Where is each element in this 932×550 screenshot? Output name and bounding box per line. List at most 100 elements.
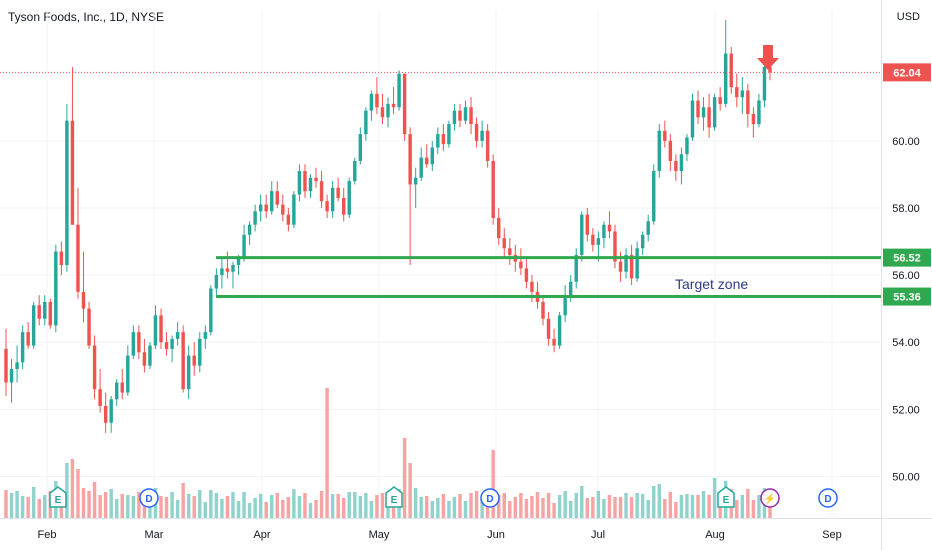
candle-body — [203, 332, 208, 339]
candle-body — [674, 160, 678, 172]
volume-bar — [81, 488, 86, 518]
volume-bar — [20, 496, 25, 518]
candle-body — [574, 254, 578, 282]
volume-bar — [325, 388, 329, 518]
candle-body — [712, 97, 717, 128]
volume-bar — [712, 478, 717, 518]
volume-bar — [341, 498, 346, 518]
candle-body — [220, 268, 224, 276]
volume-bar — [92, 482, 97, 518]
volume-bar — [624, 493, 628, 518]
volume-bar — [286, 497, 291, 518]
candle-body — [723, 53, 728, 104]
volume-bar — [524, 499, 529, 518]
candle-body — [696, 100, 700, 118]
volume-bar — [469, 493, 473, 518]
volume-bar — [175, 500, 180, 518]
candle-body — [613, 231, 617, 262]
candle-body — [663, 130, 667, 141]
candle-body — [253, 211, 257, 225]
candle-body — [186, 355, 191, 390]
volume-bar — [652, 486, 656, 518]
dividend-label: D — [824, 494, 831, 505]
earnings-icon — [717, 486, 735, 508]
candle-body — [98, 389, 102, 406]
split-icon — [760, 488, 780, 508]
candle-body — [541, 301, 545, 319]
grid — [0, 10, 881, 518]
candle-body — [214, 275, 219, 289]
candle-body — [729, 53, 733, 88]
candle-body — [452, 110, 457, 125]
volume-bar — [115, 499, 119, 518]
volume-bar — [557, 495, 562, 518]
candle-body — [380, 107, 385, 118]
candle-body — [524, 268, 529, 282]
candle-body — [502, 238, 506, 249]
candle-body — [657, 130, 661, 172]
event-markers: E D E D E ⚡ D — [49, 486, 838, 508]
candle-body — [153, 315, 158, 346]
volume-bar — [497, 495, 501, 518]
volume-bar — [413, 488, 418, 518]
candle-body — [364, 110, 368, 135]
candle-body — [635, 248, 639, 279]
volume-bar — [247, 503, 252, 518]
candle-body — [707, 107, 711, 128]
candle-body — [690, 100, 695, 138]
candle-body — [330, 187, 335, 212]
candle-body — [281, 204, 285, 215]
candles — [4, 20, 772, 433]
candle-body — [131, 332, 136, 356]
candle-body — [37, 305, 41, 319]
candle-body — [447, 124, 451, 145]
candle-body — [757, 100, 761, 125]
candle-body — [48, 301, 53, 326]
candle-body — [679, 154, 684, 172]
volume-bar — [541, 498, 545, 518]
candle-body — [602, 224, 606, 239]
candle-body — [26, 332, 30, 346]
volume-bar — [103, 492, 108, 518]
last-price-tag — [883, 63, 931, 82]
volume-bar — [502, 493, 506, 518]
earnings-icon — [49, 486, 67, 508]
volume-bar — [602, 499, 606, 518]
volume-bar — [580, 486, 584, 518]
volume-bar — [668, 492, 673, 518]
candle-body — [474, 124, 479, 141]
target-zone-label: Target zone — [675, 276, 748, 292]
earnings-label: E — [391, 495, 398, 506]
volume-bar — [402, 438, 407, 518]
candle-body — [115, 382, 119, 400]
candle-body — [76, 224, 80, 292]
volume-bar — [225, 496, 230, 518]
volume-bar — [31, 487, 36, 518]
candle-body — [264, 204, 268, 212]
volume-bar — [192, 496, 196, 518]
volume-bar — [364, 493, 368, 518]
candle-body — [303, 171, 307, 192]
volume-bar — [9, 493, 14, 518]
volume-bar — [757, 495, 761, 518]
candle-body — [319, 181, 324, 202]
volume-bar — [386, 500, 390, 518]
volume-bar — [142, 499, 147, 518]
candle-body — [585, 214, 590, 235]
volume-bar — [563, 491, 567, 518]
volume-bar — [353, 492, 357, 518]
candle-body — [247, 224, 252, 235]
volume-bar — [491, 450, 495, 518]
candle-body — [469, 107, 473, 125]
volume-bar — [690, 495, 695, 518]
volume-bar — [43, 495, 47, 518]
volume-bar — [319, 491, 324, 518]
dividend-label: D — [145, 494, 152, 505]
candle-body — [430, 147, 435, 165]
candle-body — [735, 87, 739, 98]
candle-body — [629, 254, 634, 279]
volume-bar — [535, 492, 540, 518]
volume-bar — [530, 496, 534, 518]
volume-bar — [198, 490, 202, 518]
